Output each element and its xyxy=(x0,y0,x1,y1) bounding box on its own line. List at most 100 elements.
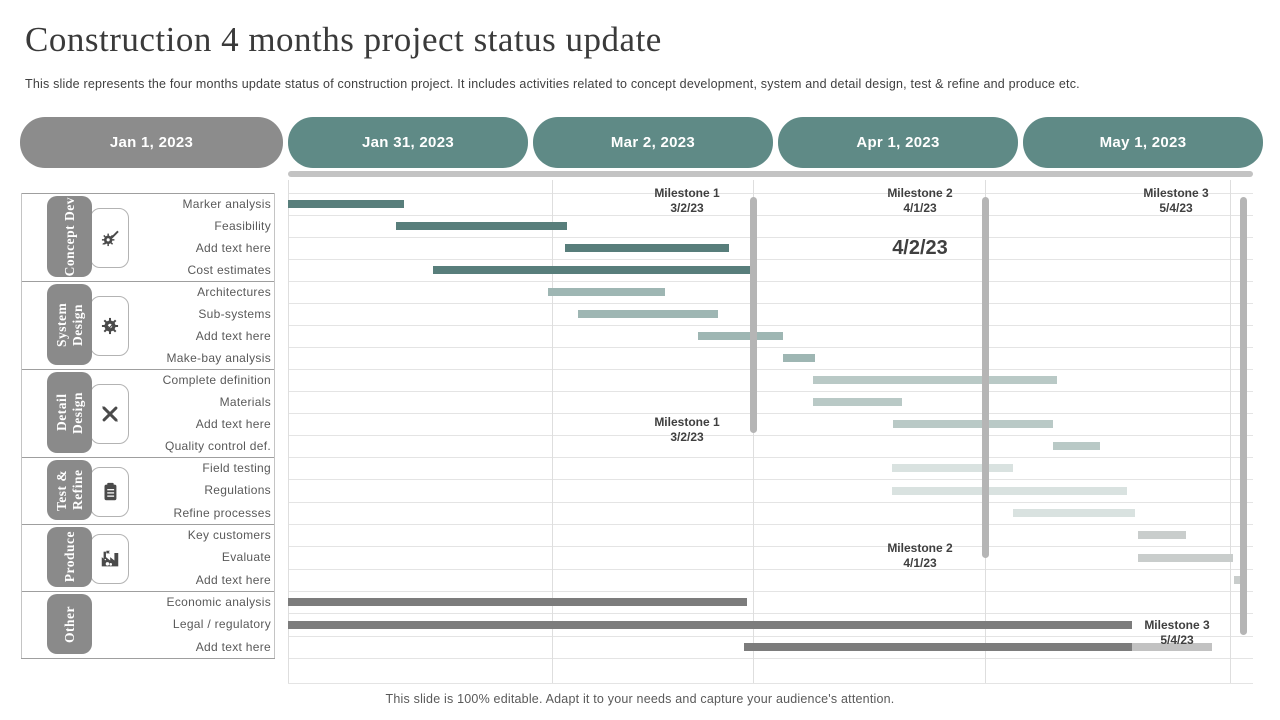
gantt-bar xyxy=(548,288,665,296)
task-list: Field testing Regulations Refine processes xyxy=(127,457,271,524)
category-badge-label: Concept Dev xyxy=(61,196,77,277)
chart-row-line xyxy=(288,193,1253,194)
gantt-bar xyxy=(1013,508,1135,517)
task-list: Key customers Evaluate Add text here xyxy=(127,524,271,591)
milestone-date: 4/1/23 xyxy=(903,201,937,215)
gantt-bar xyxy=(288,598,747,607)
gantt-bar xyxy=(565,244,729,252)
gear-icon xyxy=(90,296,129,356)
task-label: Add text here xyxy=(195,572,271,587)
gantt-bar xyxy=(433,266,753,274)
task-panel: Concept Dev Marker analysis Feasibility Add… xyxy=(21,193,275,659)
chart-row-line xyxy=(288,435,1253,436)
task-label: Refine processes xyxy=(173,505,271,520)
chart-row-line xyxy=(288,457,1253,458)
task-label: Cost estimates xyxy=(187,263,271,277)
task-list: Economic analysis Legal / regulatory Add t… xyxy=(127,591,271,658)
gantt-bar xyxy=(288,620,1132,629)
timeline-pill-label: Apr 1, 2023 xyxy=(856,134,940,151)
slide-subtitle: This slide represents the four months up… xyxy=(25,77,1080,91)
task-label: Key customers xyxy=(187,528,271,543)
chart-row-line xyxy=(288,683,1253,684)
chart-row-line xyxy=(288,546,1253,548)
milestone-line xyxy=(982,197,989,558)
section-separator xyxy=(21,281,275,282)
timeline-pill-apr1: Apr 1, 2023 xyxy=(778,117,1018,168)
milestone-label: Milestone 3 5/4/23 xyxy=(1101,186,1251,216)
milestone-line xyxy=(1240,197,1247,635)
task-list: Marker analysis Feasibility Add text here C… xyxy=(127,193,271,281)
chart-row-line xyxy=(288,281,1253,282)
task-label: Marker analysis xyxy=(182,197,271,211)
chart-row-line xyxy=(288,613,1253,615)
chart-row-line xyxy=(288,635,1253,637)
gantt-section: System Design Architectures Sub-systems Add… xyxy=(21,281,275,369)
category-badge: Test & Refine xyxy=(47,460,92,520)
timeline-pill-label: May 1, 2023 xyxy=(1099,134,1187,151)
page-title: Construction 4 months project status upd… xyxy=(25,20,662,59)
task-label: Field testing xyxy=(202,461,271,476)
gantt-bar xyxy=(783,354,815,362)
chart-row-line xyxy=(288,524,1253,525)
gantt-section: Other Economic analysis Legal / regulatory… xyxy=(21,591,275,658)
task-label: Add text here xyxy=(195,241,271,255)
gantt-bar xyxy=(1053,442,1100,450)
timeline-pill-label: Jan 31, 2023 xyxy=(361,134,454,151)
task-label: Add text here xyxy=(195,417,271,431)
task-label: Regulations xyxy=(204,483,271,498)
milestone-label: Milestone 2 4/1/23 xyxy=(845,186,995,216)
gantt-bar xyxy=(1138,553,1233,562)
task-label: Feasibility xyxy=(214,219,271,233)
task-label: Architectures xyxy=(197,285,271,299)
milestone-line xyxy=(750,197,757,433)
milestone-title: Milestone 3 xyxy=(1144,618,1210,632)
milestone-title: Milestone 1 xyxy=(654,415,720,429)
chart-row-line xyxy=(288,259,1253,260)
section-separator xyxy=(21,591,275,592)
task-label: Legal / regulatory xyxy=(172,617,271,632)
timeline-axis-bar xyxy=(288,171,1253,177)
category-badge-label: Test & Refine xyxy=(53,469,85,511)
chart-row-line xyxy=(288,391,1253,392)
section-separator xyxy=(21,524,275,525)
task-label: Evaluate xyxy=(221,550,271,565)
panel-border-right xyxy=(274,193,275,658)
milestone-label: Milestone 1 3/2/23 xyxy=(612,186,762,216)
panel-border-left xyxy=(21,193,22,658)
chart-row-line xyxy=(288,369,1253,370)
chart-gridline xyxy=(1230,180,1231,683)
milestone-annotation-date: 4/2/23 xyxy=(892,237,948,259)
milestone-date: 4/1/23 xyxy=(903,556,937,570)
milestone-label: Milestone 1 3/2/23 xyxy=(612,415,762,445)
gantt-section: Detail Design Complete definition Material… xyxy=(21,369,275,457)
task-label: Sub-systems xyxy=(198,307,271,321)
category-badge: Detail Design xyxy=(47,372,92,453)
gantt-bar xyxy=(892,464,1013,473)
gantt-bar xyxy=(744,642,1132,651)
task-label: Add text here xyxy=(195,329,271,343)
pencil-ruler-icon xyxy=(90,384,129,444)
milestone-title: Milestone 2 xyxy=(887,541,953,555)
gantt-bar xyxy=(698,332,783,340)
clipboard-icon xyxy=(90,466,129,517)
task-list: Complete definition Materials Add text her… xyxy=(127,369,271,457)
gantt-bar xyxy=(1132,642,1212,651)
slide-footer: This slide is 100% editable. Adapt it to… xyxy=(385,692,895,706)
timeline-pill-jan1: Jan 1, 2023 xyxy=(20,117,283,168)
gantt-bar xyxy=(893,420,1053,428)
timeline-pill-may1: May 1, 2023 xyxy=(1023,117,1263,168)
factory-icon xyxy=(90,533,129,584)
task-label: Quality control def. xyxy=(164,439,271,453)
chart-row-line xyxy=(288,568,1253,570)
category-badge: Concept Dev xyxy=(47,196,92,277)
category-badge-label: Other xyxy=(61,605,77,643)
gantt-section: Produce Key customers Evaluate Add text her… xyxy=(21,524,275,591)
milestone-label: Milestone 3 5/4/23 xyxy=(1102,618,1252,648)
chart-row-line xyxy=(288,413,1253,414)
task-label: Materials xyxy=(219,395,271,409)
gantt-bar xyxy=(892,486,1127,495)
gantt-bar xyxy=(813,376,1057,384)
milestone-date: 5/4/23 xyxy=(1159,201,1193,215)
gantt-bar xyxy=(813,398,902,406)
timeline-pill-jan31: Jan 31, 2023 xyxy=(288,117,528,168)
